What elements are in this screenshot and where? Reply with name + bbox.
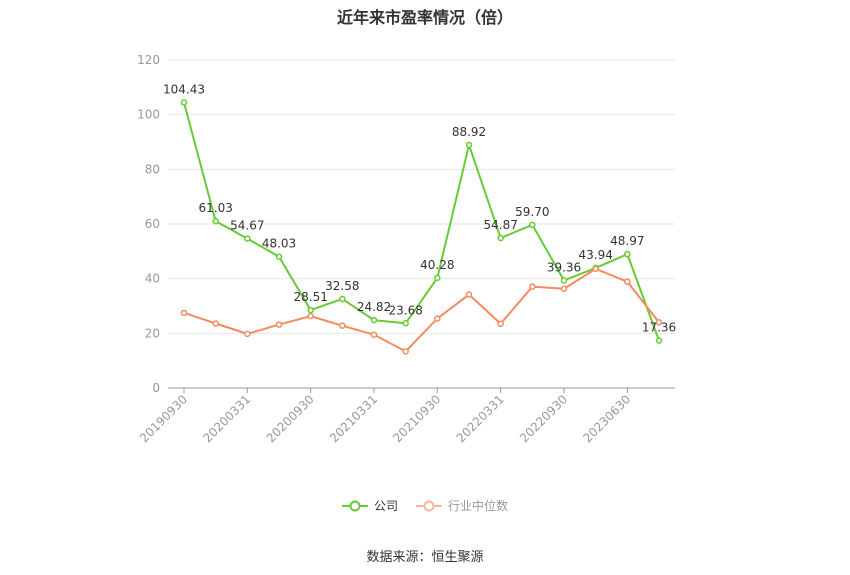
- x-tick-label: 20210930: [390, 392, 443, 445]
- y-tick-label: 40: [145, 272, 160, 286]
- company-point: [497, 234, 504, 242]
- company-point: [529, 221, 536, 229]
- x-tick-label: 20200331: [200, 392, 253, 445]
- industry-median-point: [275, 321, 283, 328]
- company-point: [339, 295, 346, 303]
- x-tick-label: 20220331: [454, 392, 507, 445]
- company-data-label: 48.97: [610, 234, 644, 248]
- company-data-label: 17.36: [642, 321, 676, 335]
- grid-lines: [168, 59, 675, 334]
- industry-median-point: [212, 320, 219, 327]
- data-source-note: 数据来源：恒生聚源: [366, 550, 484, 565]
- company-point: [434, 274, 441, 282]
- legend-company-icon: [341, 500, 368, 511]
- industry-median-point: [592, 265, 599, 273]
- company-point: [655, 337, 663, 344]
- company-point: [560, 277, 568, 284]
- y-tick-label: 60: [145, 217, 160, 231]
- industry-median-point: [434, 315, 441, 322]
- company-point: [465, 141, 473, 149]
- company-data-label: 28.51: [293, 290, 327, 304]
- company-data-label: 104.43: [163, 83, 205, 97]
- x-tick-label: 20210331: [327, 392, 380, 445]
- y-tick-label: 120: [137, 53, 160, 67]
- company-data-label: 39.36: [547, 260, 581, 274]
- company-data-label: 54.87: [483, 218, 517, 232]
- legend-industry-icon: [416, 500, 442, 511]
- y-tick-label: 20: [145, 326, 160, 340]
- company-point: [275, 253, 283, 260]
- legend: 公司 行业中位数: [0, 497, 850, 514]
- industry-median-point: [402, 348, 409, 355]
- company-data-label: 88.92: [452, 125, 486, 139]
- legend-item-company[interactable]: 公司: [341, 497, 398, 514]
- y-tick-label: 100: [137, 108, 160, 122]
- industry-median-point: [339, 322, 346, 329]
- industry-median-point: [624, 278, 631, 285]
- company-point: [624, 250, 631, 258]
- x-tick-label: 20200930: [264, 392, 317, 445]
- legend-item-industry-median[interactable]: 行业中位数: [416, 497, 508, 514]
- legend-industry-label: 行业中位数: [448, 499, 509, 513]
- company-data-label: 23.68: [388, 303, 422, 317]
- company-data-label: 43.94: [578, 248, 612, 262]
- industry-median-point: [465, 291, 473, 298]
- company-point: [180, 99, 188, 106]
- industry-median-point: [370, 331, 378, 338]
- company-point: [307, 306, 314, 314]
- company-data-label: 40.28: [420, 258, 454, 272]
- industry-median-series-line: [183, 267, 660, 353]
- company-point: [212, 217, 219, 225]
- company-data-label: 54.67: [230, 219, 264, 233]
- company-point: [402, 320, 409, 327]
- company-point: [370, 316, 378, 324]
- industry-median-point: [529, 283, 536, 290]
- company-data-label: 32.58: [325, 279, 359, 293]
- y-tick-label: 80: [145, 162, 160, 176]
- company-series-line: [183, 102, 660, 341]
- industry-median-point: [180, 309, 188, 317]
- series-lines: [180, 99, 663, 355]
- x-tick-label: 20230630: [580, 392, 633, 445]
- industry-median-point: [307, 312, 314, 320]
- industry-median-point: [244, 330, 251, 338]
- y-tick-label: 0: [152, 381, 160, 395]
- legend-company-label: 公司: [373, 499, 398, 513]
- industry-median-point: [497, 320, 504, 328]
- x-tick-label: 20190930: [137, 392, 190, 445]
- company-data-label: 24.82: [357, 300, 391, 314]
- company-data-label: 59.70: [515, 205, 549, 219]
- company-data-label: 61.03: [198, 201, 232, 215]
- industry-median-point: [560, 285, 568, 293]
- x-tick-label: 20220930: [517, 392, 570, 445]
- company-point: [244, 235, 251, 242]
- chart-title: 近年来市盈率情况（倍）: [336, 8, 513, 27]
- company-data-label: 48.03: [262, 237, 296, 251]
- industry-median-point: [655, 319, 663, 326]
